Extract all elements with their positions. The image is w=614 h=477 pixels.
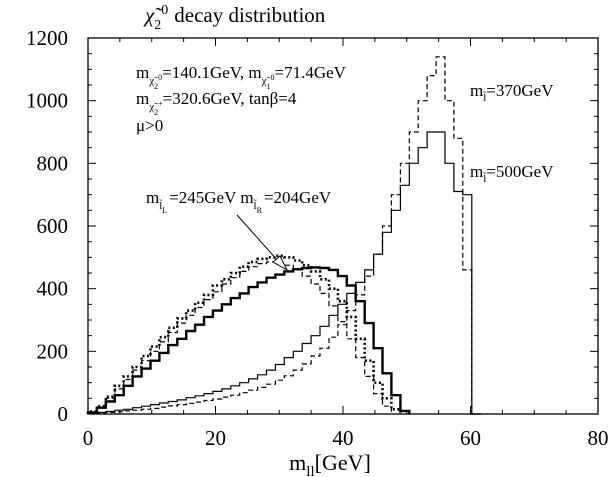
series-thick-solid xyxy=(86,266,411,414)
y-tick-label: 0 xyxy=(58,402,69,426)
y-tick-label: 1000 xyxy=(26,89,68,113)
x-tick-label: 0 xyxy=(83,426,94,450)
annotation-370: ml̃=370GeV xyxy=(470,81,554,104)
annotation-left-right-sleptons: ml̃L=245GeV ml̃R=204GeV xyxy=(146,188,332,215)
x-tick-label: 20 xyxy=(205,426,226,450)
chart-title: χ̃20 decay distribution xyxy=(143,3,326,33)
y-tick-label: 800 xyxy=(37,151,69,175)
series-dashed xyxy=(87,261,392,414)
series-thick-dotted xyxy=(86,254,402,414)
y-tick-label: 1200 xyxy=(26,26,68,50)
series-thin-solid xyxy=(87,131,481,415)
x-axis-label: mll[GeV] xyxy=(289,450,371,477)
parameter-line-3: μ>0 xyxy=(136,116,163,135)
parameter-line-2: mχ̃2+=320.6GeV, tanβ=4 xyxy=(136,89,297,117)
x-tick-label: 40 xyxy=(333,426,354,450)
y-tick-label: 600 xyxy=(37,214,69,238)
series-thin-dashed xyxy=(87,56,481,415)
y-tick-label: 200 xyxy=(37,339,69,363)
x-tick-label: 60 xyxy=(460,426,481,450)
series-layer xyxy=(86,56,481,415)
x-tick-label: 80 xyxy=(588,426,609,450)
annotation-500: ml̃=500GeV xyxy=(470,162,554,185)
parameter-line-1: mχ̃20=140.1GeV, mχ̃10=71.4GeV xyxy=(136,63,347,91)
y-tick-label: 400 xyxy=(37,277,69,301)
annotation-arrow xyxy=(236,214,289,272)
